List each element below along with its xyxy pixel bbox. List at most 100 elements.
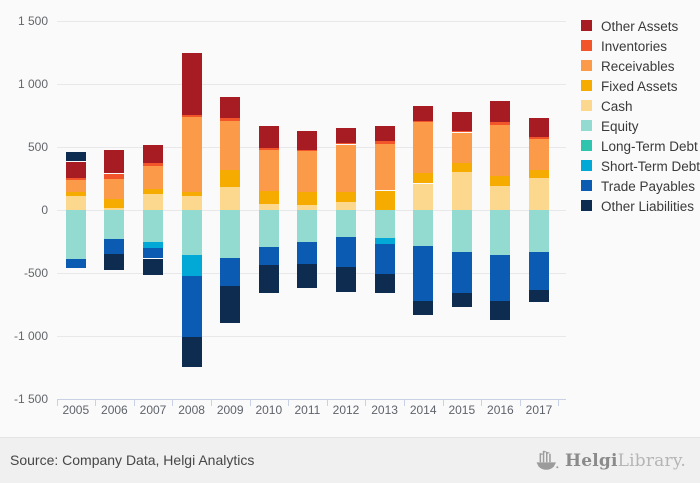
bar-2011-trade-payables bbox=[297, 241, 318, 265]
gridline bbox=[56, 336, 566, 337]
x-axis-tick bbox=[95, 398, 97, 406]
bar-2006-fixed-assets bbox=[104, 199, 125, 209]
bar-2017-other-assets bbox=[529, 118, 549, 137]
bar-2010-equity bbox=[258, 210, 279, 247]
bar-2008-trade-payables bbox=[181, 276, 202, 338]
bar-2005-equity bbox=[65, 210, 86, 259]
y-axis-label: -1 500 bbox=[13, 392, 48, 406]
x-axis-tick bbox=[288, 398, 290, 406]
bar-2005-inventories bbox=[65, 177, 86, 181]
y-axis-label: 1 500 bbox=[17, 14, 48, 28]
bar-2006-equity bbox=[104, 210, 125, 239]
bar-2014-equity bbox=[413, 210, 434, 246]
bar-2009-cash bbox=[220, 186, 241, 210]
x-axis-label: 2011 bbox=[294, 403, 321, 417]
bar-2012-receivables bbox=[336, 144, 356, 192]
bar-2015-fixed-assets bbox=[451, 162, 472, 173]
bar-2006-inventories bbox=[104, 173, 125, 179]
bar-2012-trade-payables bbox=[336, 236, 356, 267]
x-axis-label: 2014 bbox=[409, 403, 437, 417]
bar-2016-other-liabilities bbox=[490, 301, 511, 320]
y-axis-label: 1 000 bbox=[17, 77, 48, 91]
bar-2005-other-assets bbox=[65, 161, 86, 178]
gridline bbox=[56, 21, 566, 22]
legend-label: Equity bbox=[601, 119, 639, 134]
bar-2017-inventories bbox=[529, 136, 549, 140]
bar-2012-fixed-assets bbox=[336, 191, 356, 203]
legend-swatch-receivables bbox=[581, 60, 592, 71]
bar-2014-receivables bbox=[413, 122, 434, 173]
bar-2016-receivables bbox=[490, 125, 511, 176]
x-axis-label: 2006 bbox=[101, 403, 128, 417]
bar-2009-other-assets bbox=[220, 97, 241, 118]
bar-2006-other-assets bbox=[104, 149, 125, 174]
bar-2016-equity bbox=[490, 210, 511, 256]
ship-icon bbox=[534, 449, 565, 473]
x-axis-tick bbox=[326, 398, 328, 406]
bar-2013-trade-payables bbox=[374, 244, 395, 275]
brand-name-library: Library. bbox=[617, 451, 686, 471]
bar-2009-receivables bbox=[220, 120, 241, 170]
bar-2015-inventories bbox=[451, 130, 472, 133]
footer-bar: Source: Company Data, Helgi Analytics bbox=[0, 437, 700, 483]
x-axis-label: 2016 bbox=[487, 403, 514, 417]
y-axis-label: 500 bbox=[27, 140, 48, 154]
bar-2012-other-assets bbox=[336, 128, 356, 144]
legend-label: Fixed Assets bbox=[601, 79, 678, 94]
x-axis-label: 2005 bbox=[62, 403, 90, 417]
source-caption: Source: Company Data, Helgi Analytics bbox=[10, 452, 255, 468]
x-axis-tick bbox=[558, 398, 560, 406]
bar-2006-other-liabilities bbox=[104, 254, 125, 270]
bar-2013-receivables bbox=[374, 143, 395, 191]
bar-2008-inventories bbox=[181, 114, 202, 118]
legend-label: Receivables bbox=[601, 59, 675, 74]
bar-2013-equity bbox=[374, 210, 395, 239]
bar-2007-fixed-assets bbox=[143, 189, 163, 195]
bar-2017-cash bbox=[529, 177, 549, 210]
legend-label: Short-Term Debt bbox=[601, 159, 700, 174]
y-axis-label: -1 000 bbox=[13, 329, 48, 343]
legend-label: Other Assets bbox=[601, 19, 679, 34]
bar-2012-cash bbox=[336, 202, 356, 210]
bar-2008-other-liabilities bbox=[181, 337, 202, 367]
bar-2012-equity bbox=[336, 210, 356, 237]
bar-2013-inventories bbox=[374, 141, 395, 144]
bar-2017-receivables bbox=[529, 139, 549, 171]
x-axis-tick bbox=[519, 398, 521, 406]
legend-label: Trade Payables bbox=[601, 179, 696, 194]
bar-2007-equity bbox=[143, 210, 163, 242]
x-axis-label: 2010 bbox=[255, 403, 283, 417]
bar-2008-cash bbox=[181, 196, 202, 210]
bar-2011-receivables bbox=[297, 151, 318, 192]
x-axis-tick bbox=[133, 398, 135, 406]
bar-2010-other-liabilities bbox=[258, 264, 279, 294]
gridline bbox=[56, 84, 566, 85]
gridline bbox=[56, 399, 566, 400]
bar-2014-cash bbox=[413, 183, 434, 210]
x-axis-label: 2008 bbox=[178, 403, 205, 417]
bar-2009-trade-payables bbox=[220, 257, 241, 287]
bar-2010-inventories bbox=[258, 147, 279, 151]
x-axis-tick bbox=[172, 398, 174, 406]
bar-2014-trade-payables bbox=[413, 245, 434, 301]
bar-2008-fixed-assets bbox=[181, 191, 202, 197]
x-axis-tick bbox=[56, 398, 58, 406]
bar-2015-equity bbox=[451, 210, 472, 252]
bar-2007-other-liabilities bbox=[143, 258, 163, 275]
bar-2005-receivables bbox=[65, 180, 86, 193]
bar-2011-other-assets bbox=[297, 131, 318, 150]
x-axis-line bbox=[56, 398, 566, 400]
bar-2011-cash bbox=[297, 205, 318, 210]
bar-2015-other-liabilities bbox=[451, 292, 472, 307]
x-axis-label: 2007 bbox=[139, 403, 167, 417]
bar-2007-cash bbox=[143, 194, 163, 211]
bar-2014-other-liabilities bbox=[413, 300, 434, 315]
bar-2009-equity bbox=[220, 210, 241, 258]
x-axis-label: 2013 bbox=[371, 403, 398, 417]
bar-2017-trade-payables bbox=[529, 252, 549, 290]
bar-2014-other-assets bbox=[413, 106, 434, 122]
bar-2006-cash bbox=[104, 208, 125, 210]
bar-2008-equity bbox=[181, 210, 202, 255]
legend-swatch-other-assets bbox=[581, 20, 592, 31]
bar-2010-trade-payables bbox=[258, 246, 279, 265]
